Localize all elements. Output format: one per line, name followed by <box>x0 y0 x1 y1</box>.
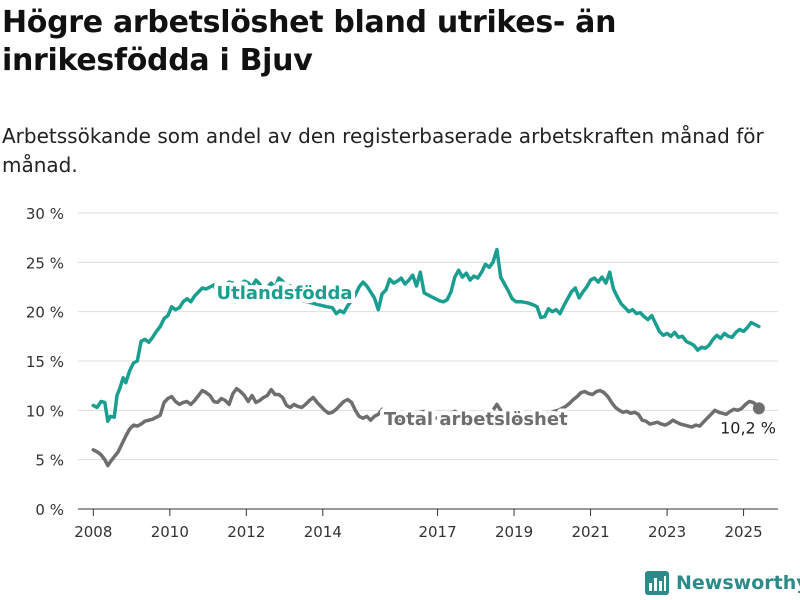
series-line-utlandsfodda <box>91 247 761 423</box>
series-label-utlandsfodda-halo: Utlandsfödda <box>217 283 353 304</box>
series-label-total: Total arbetslöshet <box>384 409 568 430</box>
series-line-total <box>91 386 761 468</box>
y-tick-label: 5 % <box>35 452 64 470</box>
chart-title: Högre arbetslöshet bland utrikes- än inr… <box>2 5 617 78</box>
x-tick-label: 2010 <box>151 523 189 541</box>
x-tick-label: 2025 <box>724 523 762 541</box>
x-tick-label: 2017 <box>418 523 456 541</box>
x-tick-label: 2021 <box>571 523 609 541</box>
grid-lines <box>78 212 778 510</box>
x-tick-label: 2023 <box>648 523 686 541</box>
x-tick-label: 2008 <box>74 523 112 541</box>
chart-subtitle: Arbetssökande som andel av den registerb… <box>2 124 764 177</box>
y-axis-ticks: 0 % 5 % 10 % 15 % 20 % 25 % 30 % <box>26 205 64 519</box>
end-point-marker <box>752 402 765 415</box>
y-tick-label: 15 % <box>26 353 64 371</box>
y-tick-label: 10 % <box>26 402 64 420</box>
newsworthy-logo-icon <box>645 571 669 595</box>
y-tick-label: 0 % <box>35 501 64 519</box>
series-lines: 10,2 % <box>91 247 776 468</box>
y-tick-label: 25 % <box>26 254 64 272</box>
series-label-total-halo: Total arbetslöshet <box>384 409 568 430</box>
series-label-utlandsfodda: Utlandsfödda <box>217 283 353 304</box>
x-tick-label: 2019 <box>495 523 533 541</box>
x-tick-label: 2014 <box>304 523 342 541</box>
x-tick-label: 2012 <box>227 523 265 541</box>
x-axis: 2008 2010 2012 2014 2017 2019 2021 2023 2025 <box>74 509 763 541</box>
y-tick-label: 20 % <box>26 304 64 322</box>
end-value-label: 10,2 % <box>720 418 776 437</box>
brand-name: Newsworthy <box>676 572 800 594</box>
newsworthy-brand: Newsworthy <box>644 568 800 598</box>
y-tick-label: 30 % <box>26 205 64 223</box>
